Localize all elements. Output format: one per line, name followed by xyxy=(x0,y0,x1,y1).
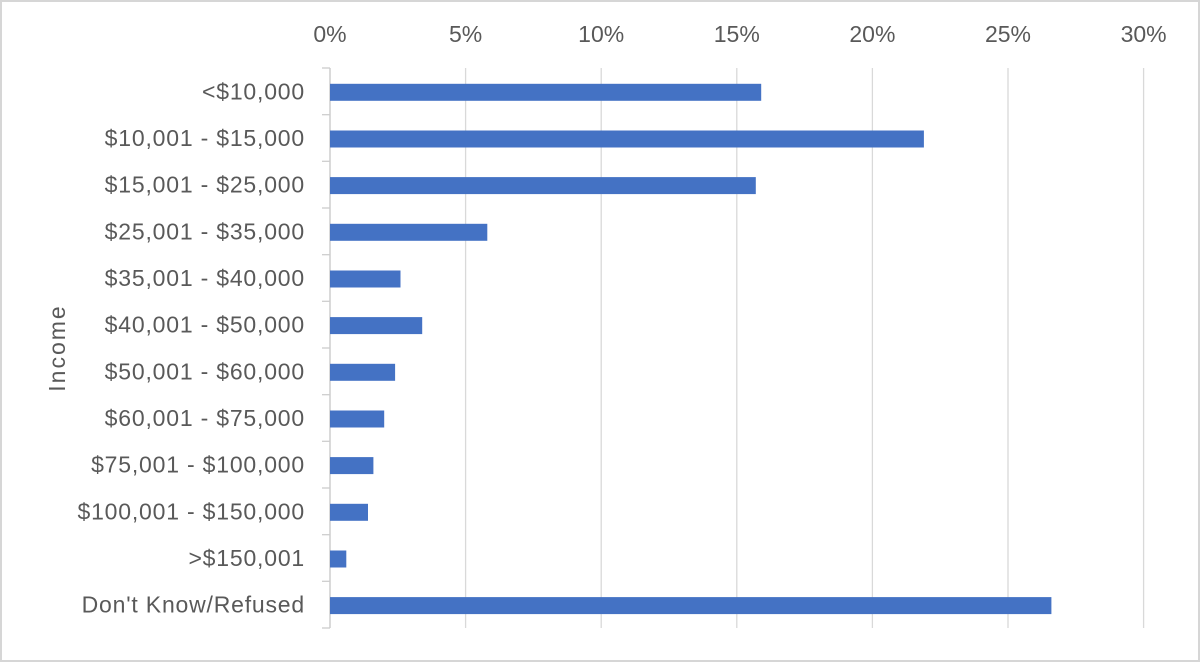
svg-text:$60,001 - $75,000: $60,001 - $75,000 xyxy=(105,405,305,431)
svg-text:15%: 15% xyxy=(714,21,760,47)
svg-text:$100,001 - $150,000: $100,001 - $150,000 xyxy=(77,498,305,524)
svg-text:30%: 30% xyxy=(1121,21,1167,47)
svg-text:5%: 5% xyxy=(449,21,482,47)
svg-text:$25,001 - $35,000: $25,001 - $35,000 xyxy=(105,218,305,244)
svg-text:>$150,001: >$150,001 xyxy=(188,545,305,571)
svg-text:$35,001 - $40,000: $35,001 - $40,000 xyxy=(105,265,305,291)
svg-text:20%: 20% xyxy=(849,21,895,47)
svg-text:$15,001 - $25,000: $15,001 - $25,000 xyxy=(105,172,305,198)
svg-text:<$10,000: <$10,000 xyxy=(202,78,305,104)
svg-text:$10,001 - $15,000: $10,001 - $15,000 xyxy=(105,125,305,151)
svg-text:$40,001 - $50,000: $40,001 - $50,000 xyxy=(105,312,305,338)
svg-text:$75,001 - $100,000: $75,001 - $100,000 xyxy=(91,452,305,478)
svg-text:25%: 25% xyxy=(985,21,1031,47)
svg-text:0%: 0% xyxy=(313,21,346,47)
svg-text:Don't Know/Refused: Don't Know/Refused xyxy=(82,592,305,618)
svg-text:$50,001 - $60,000: $50,001 - $60,000 xyxy=(105,358,305,384)
svg-text:Income: Income xyxy=(44,304,70,391)
svg-text:10%: 10% xyxy=(578,21,624,47)
